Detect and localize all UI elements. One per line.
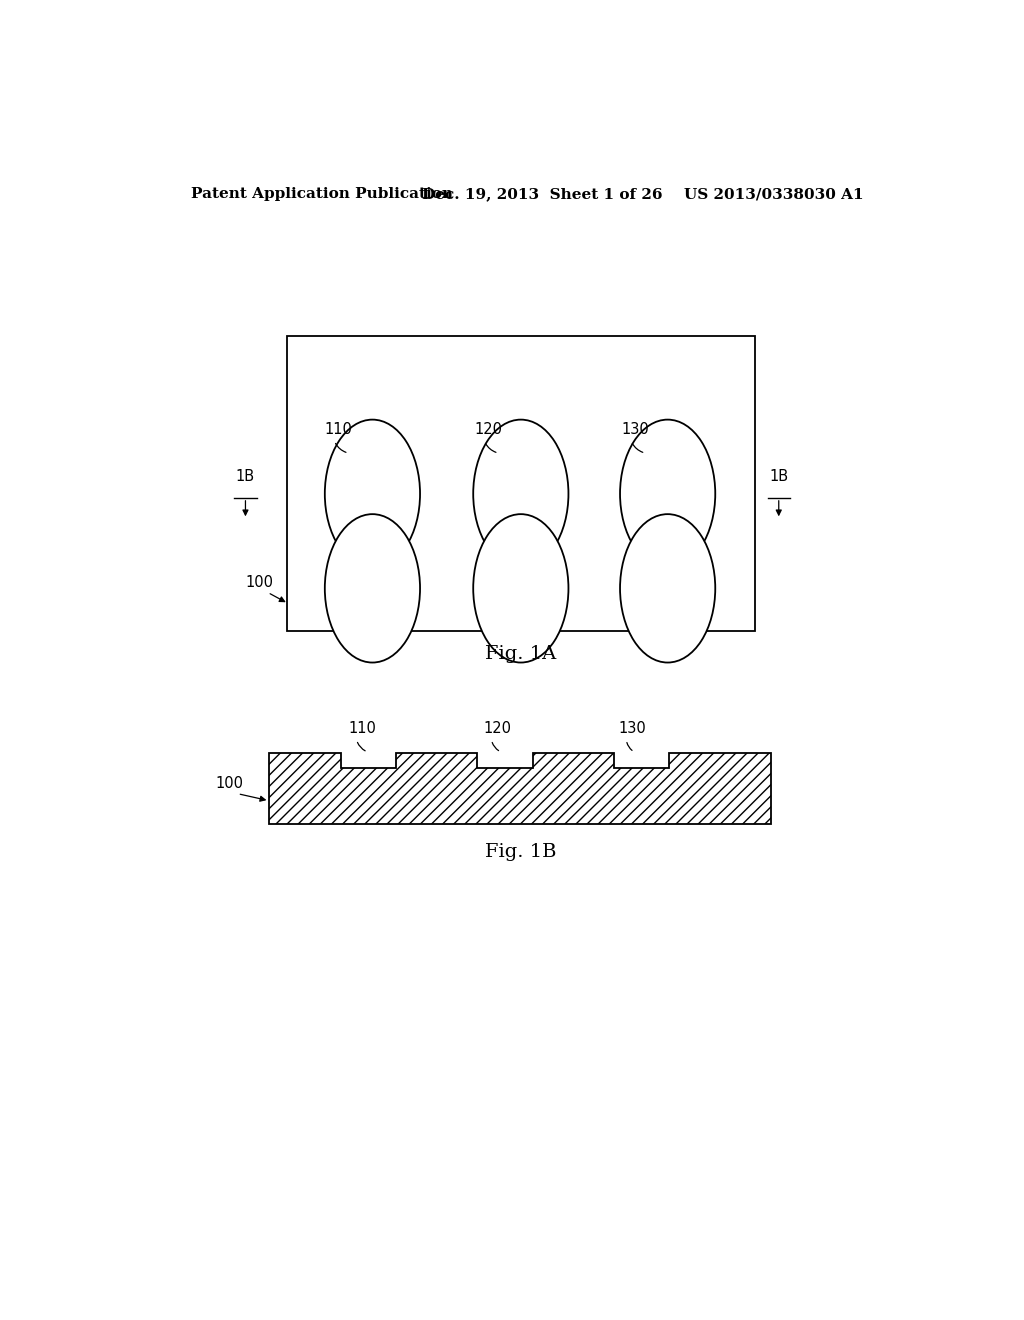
Text: 120: 120 — [483, 721, 512, 735]
Text: 100: 100 — [215, 776, 244, 791]
Text: Patent Application Publication: Patent Application Publication — [191, 187, 454, 202]
Ellipse shape — [473, 420, 568, 568]
Bar — [287, 337, 755, 631]
Text: Fig. 1A: Fig. 1A — [485, 645, 556, 664]
Ellipse shape — [473, 515, 568, 663]
Text: 130: 130 — [618, 721, 646, 735]
Ellipse shape — [325, 420, 420, 568]
Polygon shape — [269, 752, 771, 824]
Text: US 2013/0338030 A1: US 2013/0338030 A1 — [684, 187, 863, 202]
Text: 130: 130 — [622, 422, 649, 437]
Text: 110: 110 — [325, 422, 352, 437]
Ellipse shape — [325, 515, 420, 663]
Text: 120: 120 — [475, 422, 503, 437]
Text: Fig. 1B: Fig. 1B — [485, 842, 557, 861]
Text: 100: 100 — [246, 574, 273, 590]
Text: 110: 110 — [348, 721, 377, 735]
Text: 1B: 1B — [236, 469, 255, 483]
Text: 1B: 1B — [769, 469, 788, 483]
Text: Dec. 19, 2013  Sheet 1 of 26: Dec. 19, 2013 Sheet 1 of 26 — [422, 187, 663, 202]
Ellipse shape — [621, 420, 715, 568]
Ellipse shape — [621, 515, 715, 663]
